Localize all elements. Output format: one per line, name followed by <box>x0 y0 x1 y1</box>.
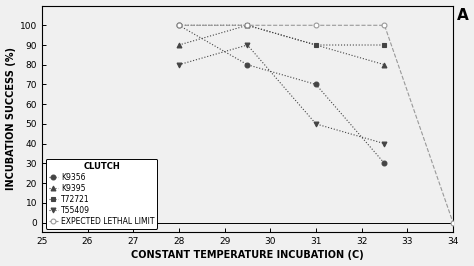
T55409 <box>382 142 387 145</box>
K9356 <box>176 24 182 27</box>
EXPECTED LETHAL LIMIT <box>382 24 387 27</box>
Line: T55409: T55409 <box>176 43 387 146</box>
T72721 <box>313 43 319 47</box>
T55409 <box>245 43 250 47</box>
K9356 <box>245 63 250 66</box>
T72721 <box>245 24 250 27</box>
Y-axis label: INCUBATION SUCCESS (%): INCUBATION SUCCESS (%) <box>6 48 16 190</box>
EXPECTED LETHAL LIMIT <box>176 24 182 27</box>
EXPECTED LETHAL LIMIT <box>245 24 250 27</box>
K9395 <box>176 43 182 47</box>
Line: T72721: T72721 <box>176 23 387 47</box>
Legend: K9356, K9395, T72721, T55409, EXPECTED LETHAL LIMIT: K9356, K9395, T72721, T55409, EXPECTED L… <box>46 159 157 228</box>
Line: K9395: K9395 <box>176 23 387 67</box>
EXPECTED LETHAL LIMIT <box>450 221 456 224</box>
Line: EXPECTED LETHAL LIMIT: EXPECTED LETHAL LIMIT <box>176 23 456 225</box>
K9395 <box>245 24 250 27</box>
K9356 <box>382 162 387 165</box>
X-axis label: CONSTANT TEMPERATURE INCUBATION (C): CONSTANT TEMPERATURE INCUBATION (C) <box>131 251 364 260</box>
Text: A: A <box>457 8 469 23</box>
T72721 <box>382 43 387 47</box>
T55409 <box>313 122 319 126</box>
T55409 <box>176 63 182 66</box>
Line: K9356: K9356 <box>176 23 387 166</box>
K9395 <box>382 63 387 66</box>
K9356 <box>313 83 319 86</box>
EXPECTED LETHAL LIMIT <box>313 24 319 27</box>
T72721 <box>176 24 182 27</box>
